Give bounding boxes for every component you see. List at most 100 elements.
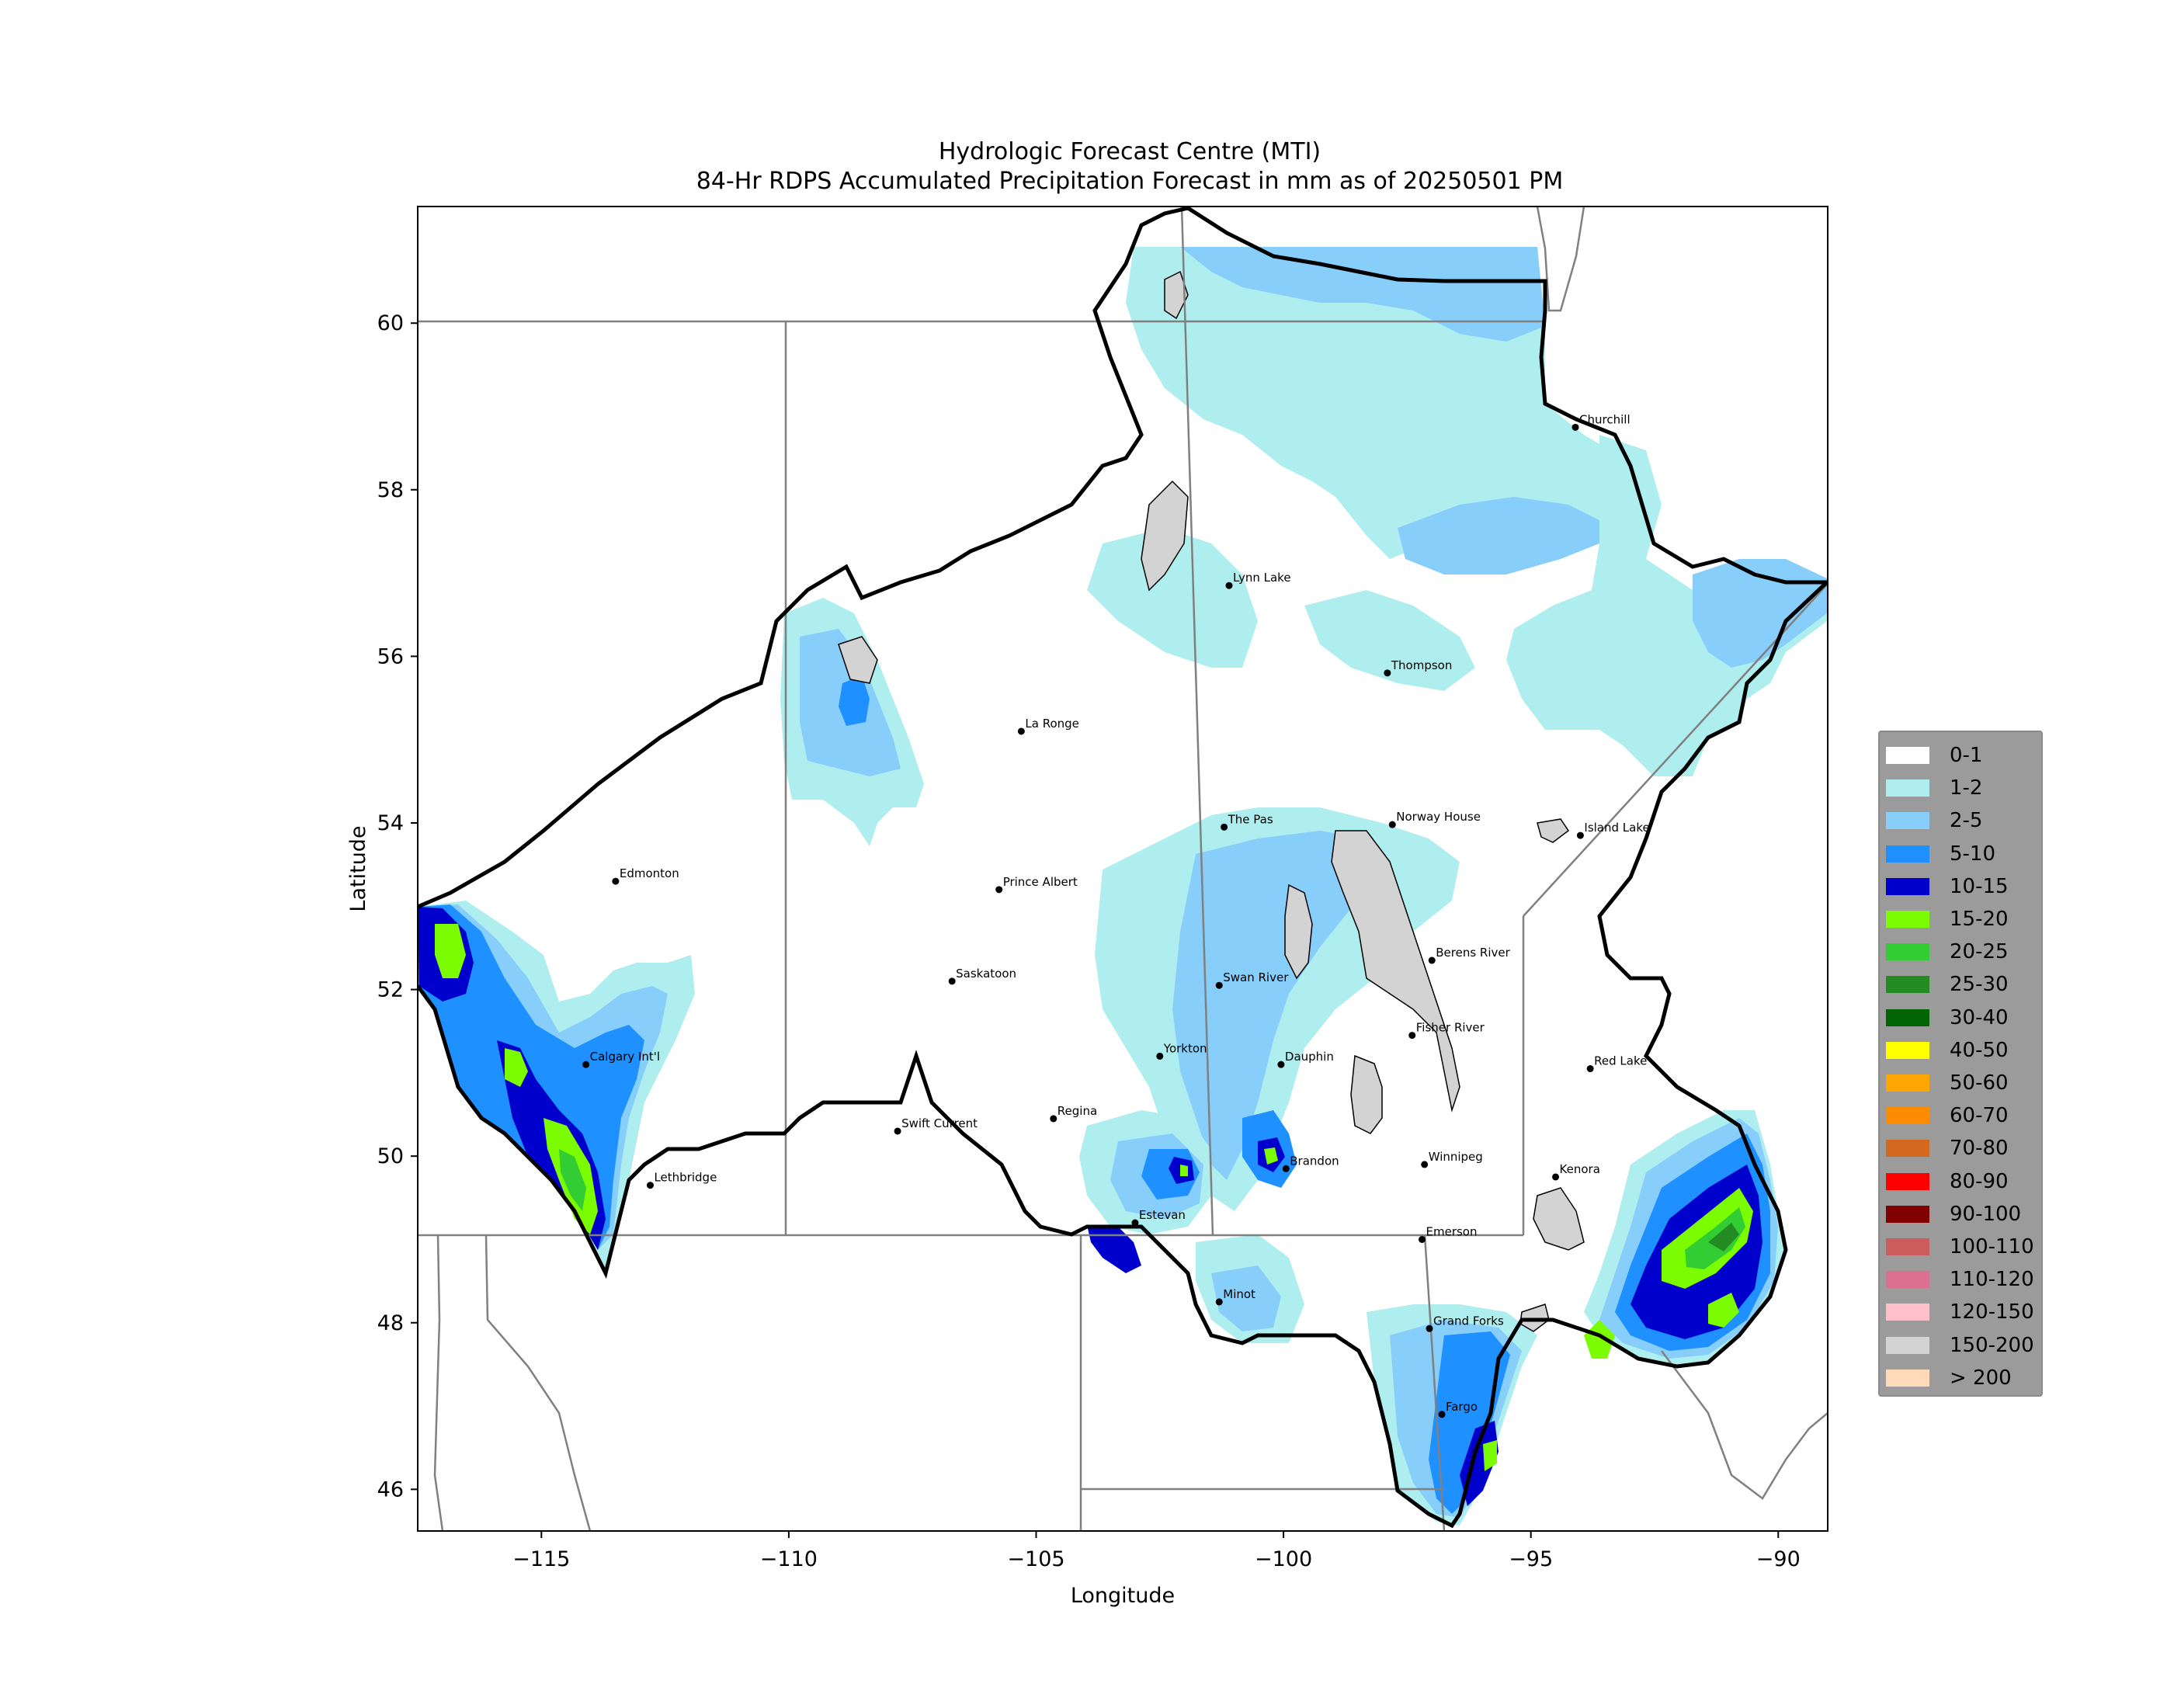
- legend-label: 10-15: [1950, 874, 2009, 898]
- city-dot: [1017, 727, 1025, 735]
- city-label: Dauphin: [1285, 1050, 1334, 1064]
- x-tick-label: −95: [1509, 1547, 1553, 1571]
- lake-north-1: [1141, 480, 1189, 592]
- city-dot: [894, 1127, 901, 1135]
- precip-20-25-alberta: [559, 1149, 586, 1211]
- city-marker: Lynn Lake: [1225, 571, 1291, 589]
- city-marker: Prince Albert: [995, 875, 1078, 894]
- legend-swatch: [1886, 1369, 1929, 1387]
- legend-item: 80-90: [1886, 1166, 2009, 1197]
- city-dot: [1419, 1235, 1426, 1243]
- city-label: Lynn Lake: [1233, 571, 1291, 585]
- precip-15-20-fargo: [1483, 1440, 1497, 1471]
- city-dot: [1221, 823, 1228, 831]
- legend-swatch: [1886, 943, 1929, 961]
- y-tick-label: 48: [377, 1311, 404, 1335]
- y-tick-label: 46: [377, 1477, 404, 1501]
- legend-item: 120-150: [1886, 1297, 2034, 1328]
- x-axis-label: Longitude: [1071, 1584, 1175, 1608]
- legend-item: 25-30: [1886, 969, 2009, 1000]
- legend-label: 2-5: [1950, 809, 1983, 833]
- city-dot: [1408, 1032, 1416, 1040]
- y-tick-label: 54: [377, 811, 404, 835]
- legend-label: 20-25: [1950, 940, 2009, 964]
- chart-title: Hydrologic Forecast Centre (MTI): [938, 138, 1321, 165]
- axes: −115 −110 −105 −100 −95 −90 46 48 50 52 54 56 58 60 Lo…: [346, 206, 1828, 1608]
- legend-label: 40-50: [1950, 1038, 2009, 1062]
- legend-swatch: [1886, 779, 1929, 797]
- basin-outline: [418, 207, 1828, 1529]
- chart-subtitle: 84-Hr RDPS Accumulated Precipitation For…: [696, 168, 1564, 195]
- lake-manitoba: [1350, 1054, 1383, 1134]
- border-north-east: [1536, 207, 1585, 312]
- precip-1-2-central: [1087, 528, 1258, 668]
- legend-swatch: [1886, 1172, 1929, 1190]
- city-marker: Fargo: [1438, 1400, 1478, 1418]
- city-label: Red Lake: [1594, 1054, 1647, 1068]
- precip-2-5-north: [1180, 247, 1545, 342]
- legend-swatch: [1886, 1008, 1929, 1026]
- legend-label: 0-1: [1950, 744, 1983, 767]
- city-label: Berens River: [1436, 946, 1510, 960]
- city-label: Kenora: [1560, 1162, 1600, 1176]
- city-dot: [1215, 1298, 1223, 1306]
- lake-laronge-area: [838, 636, 878, 684]
- precip-15-20-lakes: [1264, 1147, 1278, 1165]
- legend-item: 50-60: [1886, 1068, 2009, 1099]
- city-label: Estevan: [1139, 1208, 1186, 1222]
- legend-label: 110-120: [1950, 1268, 2034, 1292]
- city-dot: [1426, 1324, 1433, 1332]
- precipitation-fields: [418, 247, 1827, 1526]
- y-tick-label: 50: [377, 1144, 404, 1168]
- border-sk-mb: [1180, 207, 1214, 1236]
- precip-10-15-fargo: [1460, 1421, 1499, 1506]
- legend-swatch: [1886, 1074, 1929, 1092]
- legend-label: 30-40: [1950, 1005, 2009, 1029]
- legend-label: > 200: [1950, 1366, 2012, 1390]
- x-tick-label: −115: [512, 1547, 570, 1571]
- city-marker: Red Lake: [1586, 1054, 1647, 1073]
- legend-swatch: [1886, 976, 1929, 994]
- legend-item: 1-2: [1886, 772, 1982, 804]
- city-marker: Fisher River: [1408, 1021, 1485, 1040]
- city-marker: Emerson: [1419, 1224, 1477, 1243]
- city-marker: Swift Current: [894, 1116, 978, 1135]
- city-dot: [1282, 1165, 1290, 1172]
- precip-1-2-central-2: [1304, 590, 1475, 691]
- lake-island: [1537, 818, 1570, 843]
- city-label: Fisher River: [1416, 1021, 1485, 1035]
- city-label: Grand Forks: [1433, 1314, 1504, 1328]
- city-label: La Ronge: [1025, 717, 1079, 731]
- city-marker: Saskatoon: [948, 967, 1016, 985]
- legend-swatch: [1886, 1107, 1929, 1125]
- city-marker: Calgary Int'l: [582, 1050, 660, 1068]
- city-marker: Lethbridge: [646, 1171, 717, 1189]
- x-tick-label: −105: [1007, 1547, 1064, 1571]
- city-label: Churchill: [1579, 412, 1630, 426]
- legend-label: 80-90: [1950, 1169, 2009, 1193]
- x-tick-label: −100: [1255, 1547, 1312, 1571]
- lake-of-the-woods: [1533, 1187, 1585, 1251]
- city-marker: Dauphin: [1277, 1050, 1334, 1068]
- y-tick-label: 60: [377, 311, 404, 335]
- city-label: Fargo: [1446, 1400, 1478, 1414]
- legend-label: 60-70: [1950, 1104, 2009, 1128]
- city-marker: Edmonton: [612, 866, 679, 885]
- legend-swatch: [1886, 911, 1929, 928]
- city-label: Lethbridge: [654, 1171, 717, 1185]
- city-marker: The Pas: [1221, 812, 1273, 831]
- legend-swatch: [1886, 845, 1929, 863]
- legend-swatch: [1886, 1271, 1929, 1289]
- city-dot: [1438, 1411, 1446, 1418]
- legend-swatch: [1886, 1336, 1929, 1354]
- y-axis-label: Latitude: [346, 825, 370, 911]
- city-dot: [1586, 1065, 1594, 1073]
- city-label: The Pas: [1228, 812, 1273, 826]
- city-dot: [1277, 1061, 1285, 1068]
- city-dot: [1225, 581, 1233, 589]
- city-marker: Minot: [1215, 1287, 1255, 1306]
- precip-2-5-lakes: [1172, 831, 1382, 1180]
- legend-swatch: [1886, 877, 1929, 895]
- precip-15-20-alberta: [435, 924, 598, 1234]
